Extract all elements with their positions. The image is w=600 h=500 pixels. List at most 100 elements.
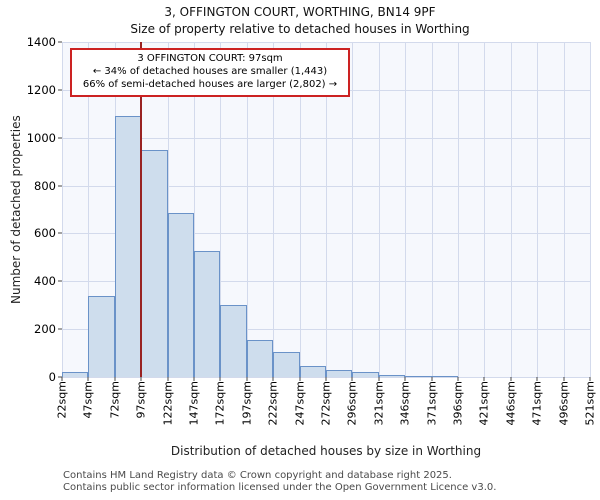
gridline-vertical — [510, 42, 512, 377]
x-tick-mark — [457, 377, 459, 381]
y-tick-label: 1400 — [26, 35, 56, 49]
histogram-bar — [378, 374, 406, 377]
gridline-vertical — [167, 42, 169, 377]
gridline-vertical — [220, 42, 222, 377]
y-tick-label: 400 — [34, 274, 56, 289]
gridline-vertical — [590, 42, 591, 377]
histogram-bar — [194, 251, 221, 377]
x-tick-label: 371sqm — [425, 381, 439, 426]
histogram-bar — [273, 351, 300, 377]
x-tick-mark — [589, 377, 591, 381]
x-tick-mark — [167, 377, 169, 381]
footer-line-2: Contains public sector information licen… — [63, 482, 497, 493]
x-tick-mark — [219, 377, 221, 381]
x-tick-label: 197sqm — [240, 381, 254, 426]
x-tick-mark — [272, 377, 274, 381]
histogram-bar — [431, 376, 458, 377]
gridline-vertical — [194, 42, 195, 377]
x-tick-label: 22sqm — [55, 381, 69, 419]
gridline-vertical — [537, 42, 539, 377]
annotation-box: 3 OFFINGTON COURT: 97sqm ← 34% of detach… — [70, 48, 350, 97]
x-tick-label: 222sqm — [266, 381, 280, 426]
x-tick-label: 272sqm — [319, 381, 333, 426]
x-tick-label: 296sqm — [345, 381, 359, 426]
histogram-bar — [62, 372, 89, 377]
x-tick-mark — [114, 377, 116, 381]
gridline-vertical — [563, 42, 565, 377]
gridline-vertical — [62, 42, 63, 377]
y-tick-mark — [58, 376, 62, 378]
y-tick-mark — [58, 89, 62, 91]
x-tick-mark — [61, 377, 63, 381]
footer: Contains HM Land Registry data © Crown c… — [63, 470, 496, 494]
x-axis-label: Distribution of detached houses by size … — [170, 444, 482, 458]
y-tick-label: 200 — [34, 322, 56, 337]
x-tick-mark — [563, 377, 565, 381]
gridline-vertical — [352, 42, 354, 377]
gridline-vertical — [405, 42, 407, 377]
x-tick-label: 471sqm — [530, 381, 544, 426]
x-tick-label: 421sqm — [477, 381, 491, 426]
x-tick-label: 97sqm — [134, 381, 148, 419]
y-tick-mark — [58, 328, 62, 330]
x-tick-mark — [351, 377, 353, 381]
x-tick-label: 346sqm — [398, 381, 412, 426]
annotation-line-2: ← 34% of detached houses are smaller (1,… — [92, 66, 328, 78]
x-tick-label: 172sqm — [213, 381, 227, 426]
gridline-vertical — [299, 42, 301, 377]
x-tick-label: 47sqm — [81, 381, 95, 419]
plot-area: 3 OFFINGTON COURT: 97sqm ← 34% of detach… — [62, 42, 591, 378]
y-tick-label: 1000 — [26, 130, 56, 145]
x-tick-mark — [510, 377, 512, 381]
gridline-vertical — [246, 42, 248, 377]
x-tick-label: 446sqm — [504, 381, 518, 426]
footer-line-1: Contains HM Land Registry data © Crown c… — [63, 470, 452, 481]
x-tick-label: 521sqm — [583, 381, 597, 426]
x-tick-mark — [404, 377, 406, 381]
gridline-vertical — [431, 42, 433, 377]
y-tick-label: 0 — [48, 370, 56, 384]
y-tick-mark — [58, 280, 62, 282]
chart-title: 3, OFFINGTON COURT, WORTHING, BN14 9PF — [164, 5, 436, 19]
y-tick-mark — [58, 232, 62, 234]
y-tick-mark — [58, 137, 62, 139]
x-tick-label: 122sqm — [161, 381, 175, 426]
histogram-bar — [167, 213, 194, 377]
gridline-vertical — [88, 42, 90, 377]
x-tick-label: 247sqm — [293, 381, 307, 426]
y-tick-label: 800 — [34, 178, 56, 193]
gridline-vertical — [484, 42, 486, 377]
x-tick-mark — [140, 377, 142, 381]
annotation-line-1: 3 OFFINGTON COURT: 97sqm — [137, 53, 283, 64]
x-tick-mark — [378, 377, 380, 381]
histogram-bar — [88, 295, 115, 377]
histogram-bar — [352, 372, 379, 377]
x-tick-label: 72sqm — [108, 381, 122, 419]
histogram-bar — [326, 369, 353, 377]
x-tick-mark — [536, 377, 538, 381]
y-tick-label: 1200 — [26, 82, 56, 97]
x-tick-label: 147sqm — [187, 381, 201, 426]
property-marker-line — [140, 42, 143, 377]
y-tick-mark — [58, 185, 62, 187]
x-tick-label: 396sqm — [451, 381, 465, 426]
gridline-vertical — [326, 42, 327, 377]
histogram-bar — [141, 149, 168, 377]
y-tick-label: 600 — [34, 226, 56, 241]
y-tick-mark — [58, 41, 62, 43]
histogram-bar — [405, 375, 432, 377]
x-tick-label: 321sqm — [372, 381, 386, 426]
histogram-bar — [299, 366, 326, 377]
histogram-bar — [114, 116, 142, 377]
gridline-vertical — [273, 42, 275, 377]
gridline-vertical — [458, 42, 459, 377]
x-tick-mark — [325, 377, 327, 381]
annotation-line-3: 66% of semi-detached houses are larger (… — [82, 79, 338, 91]
x-tick-mark — [483, 377, 485, 381]
histogram-bar — [246, 339, 274, 377]
histogram-bar — [220, 305, 247, 377]
chart-subtitle: Size of property relative to detached ho… — [130, 22, 470, 36]
x-tick-mark — [87, 377, 89, 381]
x-tick-mark — [431, 377, 433, 381]
